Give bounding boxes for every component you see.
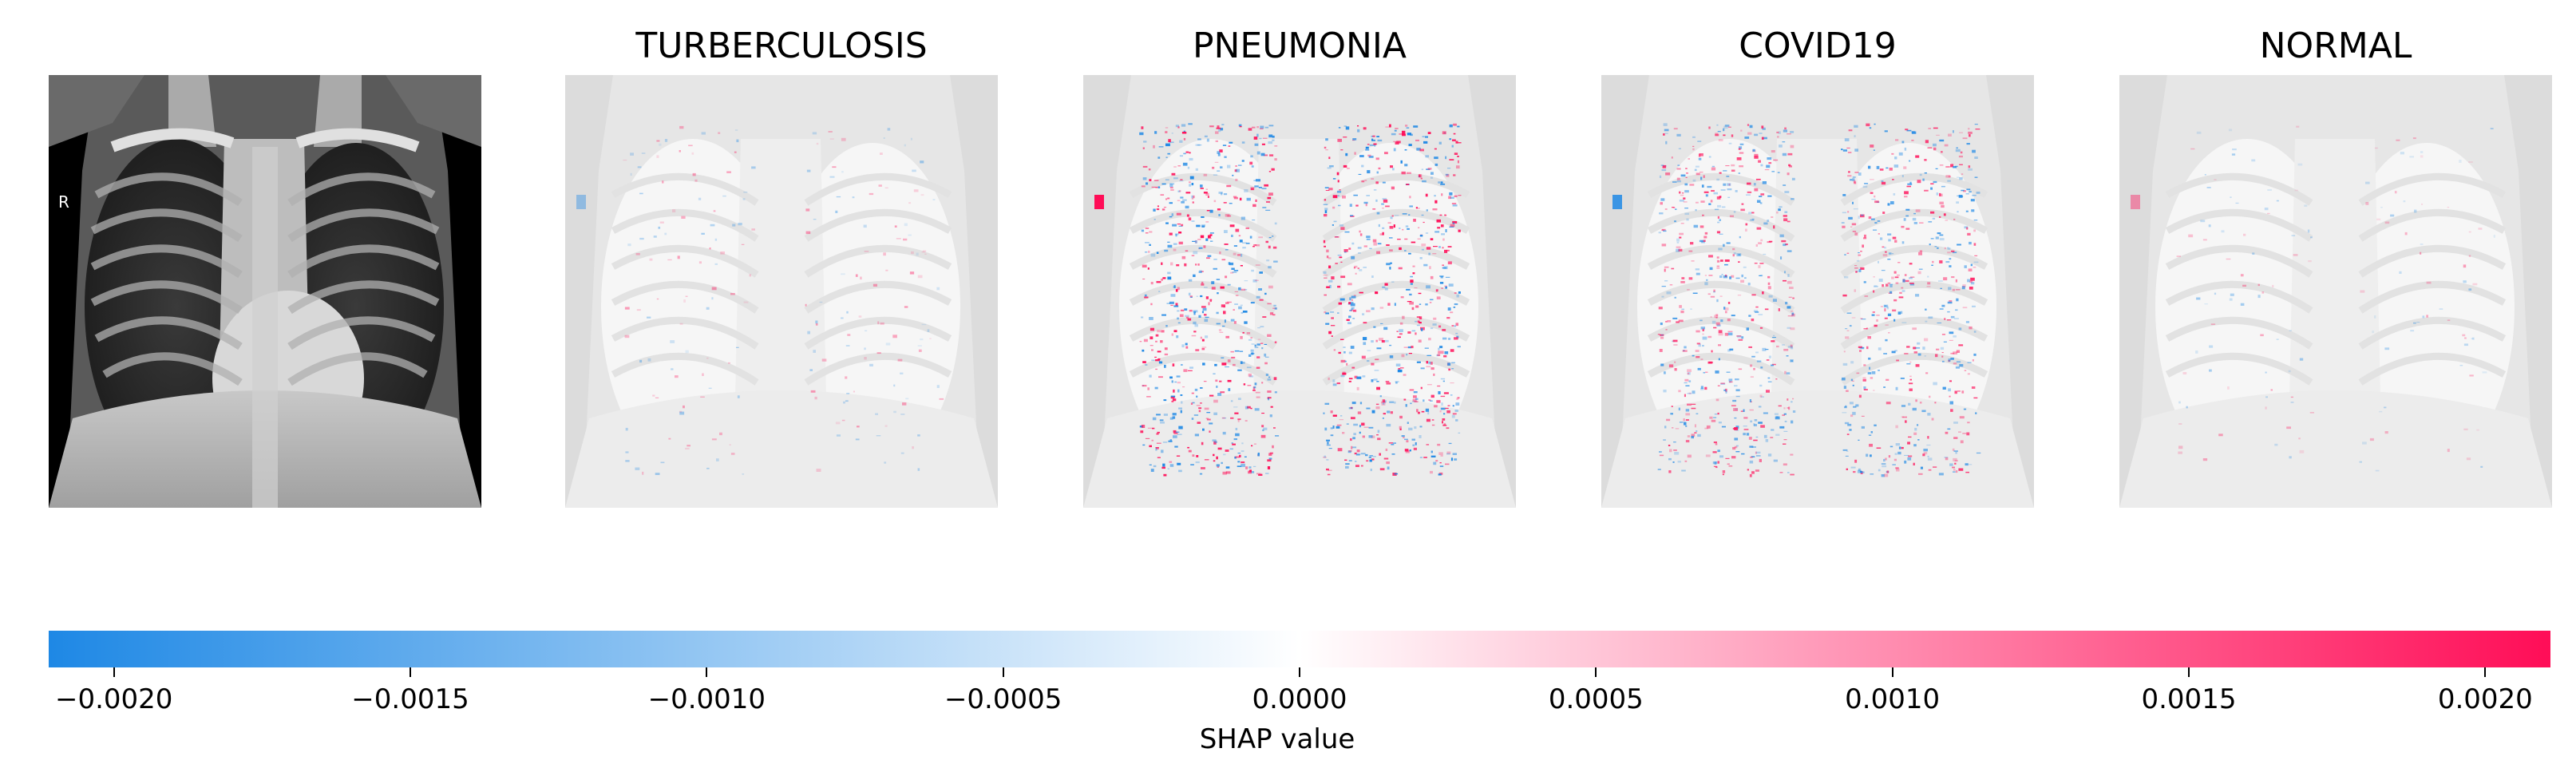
colorbar-tick-label: 0.0020 [2437,683,2533,715]
colorbar-ticks: −0.0020 −0.0015 −0.0010 −0.0005 0.0000 0.0005… [0,667,2576,715]
colorbar-tick-mark [1002,667,1004,677]
faded-xray-background [2119,75,2552,508]
shap-attribution-dots [576,125,944,475]
shap-panel-normal [2119,75,2552,508]
shap-colorbar [49,631,2550,667]
shap-attribution-dots [1094,123,1462,477]
shap-panel-pneumonia [1083,75,1516,508]
panel-title-normal: NORMAL [2259,26,2412,66]
colorbar-label: SHAP value [1199,723,1355,755]
colorbar-tick-mark [706,667,708,677]
colorbar-tick-label: −0.0010 [647,683,766,715]
xray-original-image: R [49,75,481,508]
colorbar-tick-mark [1891,667,1893,677]
colorbar-tick-mark [113,667,115,677]
colorbar-tick-label: −0.0005 [944,683,1062,715]
shap-attribution-dots [2131,125,2495,472]
faded-xray-background [565,75,998,508]
xray-side-marker: R [58,192,69,212]
colorbar-tick-label: 0.0010 [1845,683,1941,715]
colorbar-tick-mark [1299,667,1300,677]
colorbar-tick-label: −0.0015 [351,683,469,715]
shap-attribution-dots [1612,123,1981,477]
panel-title-pneumonia: PNEUMONIA [1192,26,1407,66]
colorbar-tick-mark [1595,667,1597,677]
shap-panel-tuberculosis [565,75,998,508]
shap-panel-covid19 [1601,75,2034,508]
colorbar-tick-mark [410,667,412,677]
panel-title-tuberculosis: TURBERCULOSIS [635,26,928,66]
colorbar-tick-mark [2187,667,2190,677]
faded-xray-background [1083,75,1516,508]
colorbar-tick-label: 0.0005 [1548,683,1644,715]
colorbar-tick-mark [2484,667,2487,677]
colorbar-tick-label: −0.0020 [54,683,173,715]
panel-title-covid19: COVID19 [1739,26,1897,66]
colorbar-tick-label: 0.0015 [2141,683,2237,715]
faded-xray-background [1601,75,2034,508]
colorbar-tick-label: 0.0000 [1252,683,1347,715]
